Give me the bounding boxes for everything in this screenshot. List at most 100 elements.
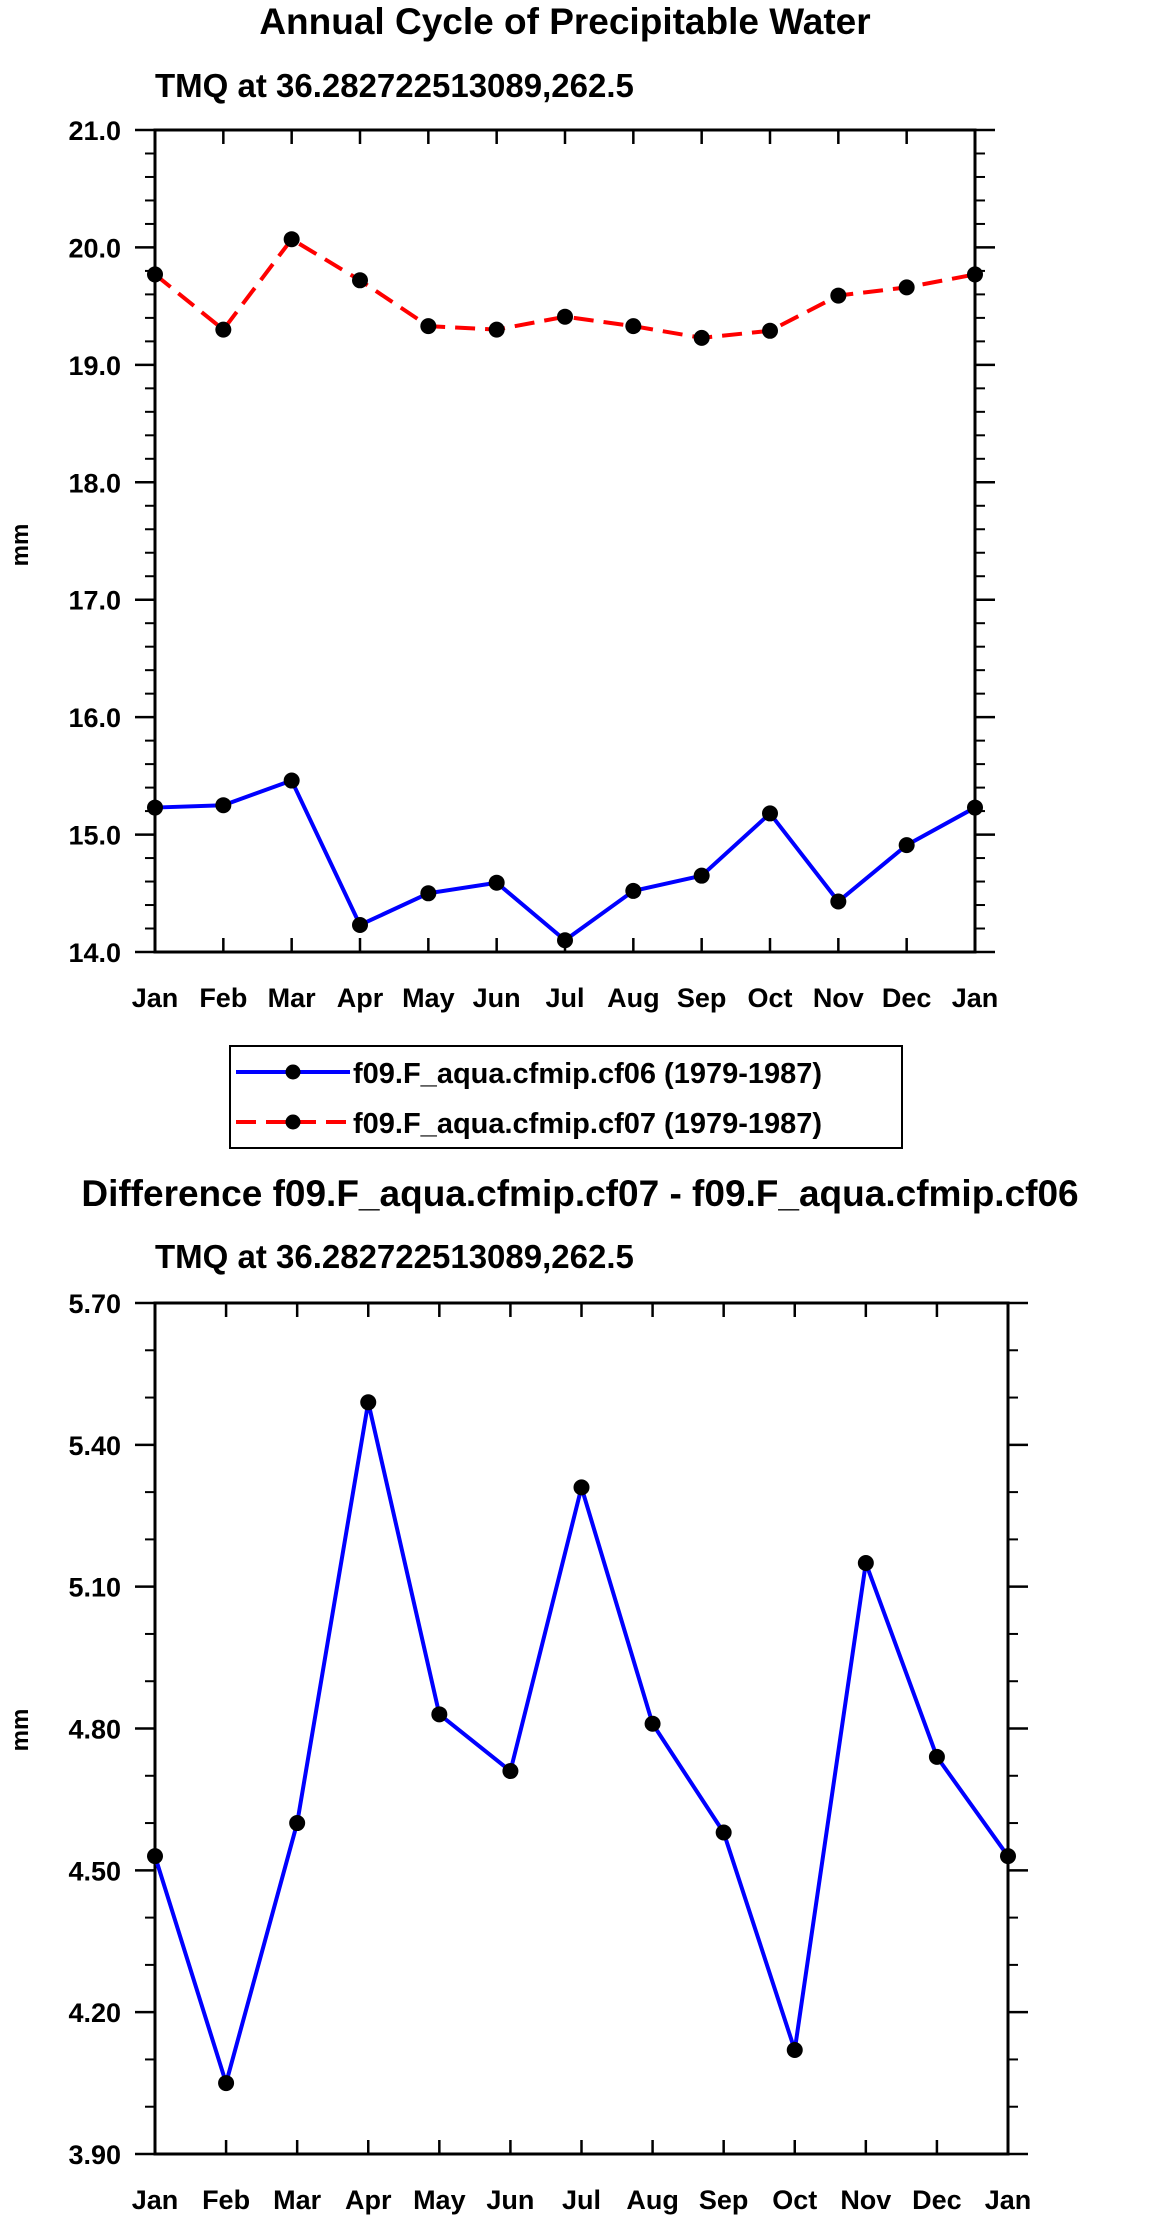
chart2-x-tick-label: Sep: [699, 2185, 749, 2215]
chart2-subtitle: TMQ at 36.282722513089,262.5: [155, 1238, 634, 1275]
chart1-series: [147, 231, 983, 949]
chart1-y-tick-label: 14.0: [68, 938, 121, 968]
chart1-y-tick-label: 15.0: [68, 821, 121, 851]
chart1-x-tick-label: Feb: [199, 983, 247, 1013]
legend-label-cf06: f09.F_aqua.cfmip.cf06 (1979-1987): [353, 1058, 822, 1090]
chart2-x-tick-label: Mar: [273, 2185, 322, 2215]
chart2-y-tick-label: 4.20: [68, 1998, 121, 2028]
chart2-series-0-point: [360, 1394, 377, 1411]
chart2-x-tick-label: Jan: [985, 2185, 1032, 2215]
chart2-series-0-point: [1000, 1848, 1016, 1865]
chart2-x-tick-label: Jan: [132, 2185, 179, 2215]
chart1-x-tick-label: Sep: [677, 983, 727, 1013]
chart1-y-tick-label: 18.0: [68, 468, 121, 498]
chart2-series-0-point: [928, 1748, 945, 1765]
chart1-series-1-point: [625, 318, 642, 335]
chart1-y-tick-label: 20.0: [68, 233, 121, 263]
chart1-y-tick-label: 16.0: [68, 703, 121, 733]
chart1-series-0-point: [557, 932, 573, 949]
legend-label-cf07: f09.F_aqua.cfmip.cf07 (1979-1987): [353, 1108, 822, 1140]
chart1-x-tick-label: Dec: [882, 983, 932, 1013]
chart2-x-tick-label: Aug: [626, 2185, 678, 2215]
chart1-series-1-point: [420, 318, 437, 335]
chart1-axes: Jan Feb Mar Apr May Jun Jul Aug Sep Oct Nov Dec Jan 1…: [68, 116, 998, 1013]
chart2-y-tick-label: 5.70: [68, 1289, 121, 1319]
chart1-series-0-point: [283, 772, 300, 789]
chart1-series-0-point: [420, 885, 437, 902]
legend-box: [229, 1045, 903, 1149]
chart2-y-tick-label: 5.40: [68, 1431, 121, 1461]
chart1-series-1-point: [488, 321, 505, 338]
chart2-x-tick-label: Jul: [562, 2185, 601, 2215]
chart2-x-tick-label: Apr: [345, 2185, 392, 2215]
chart2-x-tick-label: Jun: [486, 2185, 534, 2215]
chart1-x-tick-label: Jul: [545, 983, 584, 1013]
chart1-x-tick-label: Mar: [268, 983, 317, 1013]
chart2-ylabel: mm: [7, 1709, 34, 1752]
chart1-series-1-point: [283, 231, 300, 248]
chart2-series-0-point: [431, 1706, 448, 1723]
chart2-plot-frame: [153, 1301, 1010, 2156]
chart1-series-1-point: [215, 321, 232, 338]
chart1-subtitle: TMQ at 36.282722513089,262.5: [155, 67, 634, 104]
chart1-x-tick-label: Aug: [607, 983, 659, 1013]
chart1-x-tick-label: May: [402, 983, 455, 1013]
chart1-x-tick-label: Oct: [747, 983, 792, 1013]
chart2-axes: Jan Feb Mar Apr May Jun Jul Aug Sep Oct Nov Dec Jan 3…: [68, 1289, 1031, 2215]
chart2-series-0-point: [715, 1824, 732, 1841]
chart1-series-0-point: [967, 799, 983, 816]
chart1-series-0-point: [352, 916, 368, 933]
chart2-series-0-point: [289, 1815, 306, 1832]
chart1-series-0-point: [488, 874, 505, 891]
chart1-plot-frame: [153, 128, 977, 954]
chart2-series-line-0: [153, 1400, 1010, 2086]
chart1-series-0-point: [830, 893, 847, 910]
chart1-series-1-point: [693, 329, 710, 346]
chart2-series-0-point: [644, 1715, 661, 1732]
chart1-series-1-point: [830, 287, 847, 304]
chart1-series-1-point: [147, 266, 163, 283]
chart2-x-tick-label: Dec: [912, 2185, 962, 2215]
chart1-series-0-point: [762, 805, 778, 822]
chart1-series-1-point: [967, 266, 983, 283]
chart1-series-0-point: [693, 867, 710, 884]
chart1-title: Annual Cycle of Precipitable Water: [259, 1, 870, 42]
chart2-title: Difference f09.F_aqua.cfmip.cf07 - f09.F…: [81, 1173, 1078, 1214]
chart2-series-0-point: [502, 1763, 519, 1780]
chart2-x-tick-label: Feb: [202, 2185, 250, 2215]
chart1-y-tick-label: 19.0: [68, 351, 121, 381]
chart1-x-tick-label: Nov: [813, 983, 864, 1013]
chart1-series-line-0: [154, 778, 976, 943]
chart1-ylabel: mm: [7, 524, 34, 567]
chart1-series-1-point: [898, 279, 915, 296]
chart1-x-tick-label: Jun: [473, 983, 521, 1013]
chart2-y-tick-label: 4.80: [68, 1715, 121, 1745]
chart2-series-0-point: [218, 2075, 235, 2092]
chart1-series-0-point: [215, 797, 232, 814]
chart1-series-1-point: [352, 272, 368, 289]
chart1-series-0-point: [898, 837, 915, 854]
chart1-y-tick-label: 17.0: [68, 586, 121, 616]
chart2-y-tick-label: 3.90: [68, 2140, 121, 2170]
chart2-x-tick-label: Oct: [772, 2185, 817, 2215]
chart1-series-0-point: [147, 799, 163, 816]
chart2-x-tick-label: Nov: [840, 2185, 891, 2215]
chart2-x-tick-label: May: [413, 2185, 466, 2215]
chart2-y-tick-label: 4.50: [68, 1856, 121, 1886]
chart1-x-tick-label: Jan: [132, 983, 179, 1013]
chart1-x-tick-label: Apr: [337, 983, 384, 1013]
legend-marker-cf07: [285, 1114, 301, 1130]
chart1-series-0-point: [625, 882, 642, 899]
chart2-series: [147, 1394, 1016, 2092]
legend-marker-cf06: [285, 1064, 301, 1080]
chart1-x-tick-label: Jan: [952, 983, 999, 1013]
chart1-series-1-point: [557, 308, 573, 325]
chart2-series-0-point: [857, 1555, 874, 1572]
chart1-y-tick-label: 21.0: [68, 116, 121, 146]
chart2-series-0-point: [147, 1848, 163, 1865]
chart1-series-1-point: [762, 322, 778, 339]
chart2-y-tick-label: 5.10: [68, 1573, 121, 1603]
chart2-series-0-point: [786, 2041, 803, 2058]
chart2-series-0-point: [573, 1479, 590, 1496]
